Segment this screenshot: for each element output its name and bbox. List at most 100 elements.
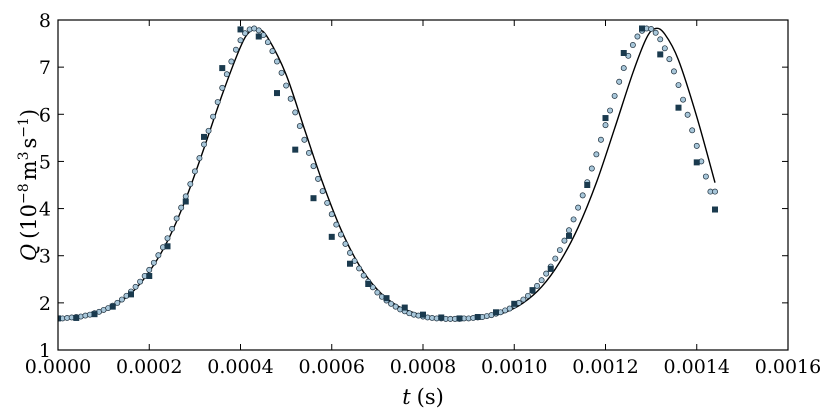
circle-point: [538, 277, 545, 284]
circle-point: [543, 270, 550, 277]
y-tick-label: 8: [39, 10, 51, 32]
circle-point: [593, 151, 600, 158]
square-point: [566, 232, 572, 239]
circle-point: [228, 58, 235, 65]
square-point: [712, 206, 718, 213]
circle-point: [629, 42, 636, 48]
circle-point: [324, 199, 331, 206]
circle-point: [210, 113, 217, 120]
circle-point: [702, 173, 709, 180]
circle-point: [588, 165, 595, 172]
circle-point: [150, 259, 157, 266]
series-line: [58, 27, 716, 320]
circle-point: [169, 225, 176, 232]
circle-point: [356, 265, 363, 272]
y-axis-label: Q(10−8m3s−1): [16, 109, 41, 261]
y-tick-label: 5: [39, 151, 51, 173]
square-point: [274, 90, 280, 97]
circle-point: [597, 136, 604, 143]
circle-point: [534, 282, 541, 289]
y-tick-label: 2: [39, 293, 51, 315]
x-tick-label: 0.0008: [390, 356, 456, 378]
square-point: [420, 311, 426, 318]
circle-point: [347, 249, 353, 256]
circle-point: [292, 109, 299, 116]
circle-point: [319, 188, 326, 195]
square-point: [91, 311, 98, 318]
circle-point: [237, 37, 244, 44]
square-point: [657, 51, 664, 58]
circle-point: [191, 168, 198, 175]
circle-point: [114, 299, 121, 306]
y-tick-label: 3: [39, 246, 51, 268]
circle-point: [337, 231, 344, 238]
circle-point: [214, 99, 221, 105]
circle-point: [146, 266, 153, 273]
circle-point: [333, 221, 340, 228]
circle-point: [283, 82, 290, 89]
y-tick-label: 4: [39, 199, 51, 221]
circle-point: [670, 68, 677, 75]
square-point: [128, 291, 134, 298]
square-point: [401, 304, 408, 311]
circle-point: [556, 247, 563, 254]
circle-point: [232, 46, 239, 53]
square-point: [219, 65, 226, 72]
circle-point: [634, 33, 641, 40]
circle-point: [524, 292, 531, 299]
square-point: [675, 104, 682, 111]
circle-point: [255, 27, 262, 34]
circle-point: [666, 56, 673, 63]
circle-point: [173, 215, 180, 222]
circle-point: [388, 300, 395, 307]
circle-point: [164, 235, 171, 242]
circle-point: [693, 142, 700, 149]
circle-point: [269, 48, 276, 55]
circle-point: [552, 255, 559, 262]
square-point: [310, 195, 317, 202]
x-tick-label: 0.0010: [481, 356, 547, 378]
circle-point: [242, 30, 249, 37]
circle-point: [579, 192, 586, 199]
x-tick-label: 0.0000: [25, 356, 91, 378]
circle-point: [219, 84, 226, 91]
circle-point: [342, 240, 349, 247]
square-point: [383, 295, 390, 302]
circle-point: [657, 36, 664, 43]
square-point: [347, 260, 353, 267]
circle-point: [187, 181, 194, 188]
circle-point: [712, 188, 718, 195]
circle-point: [310, 163, 317, 170]
circle-point: [278, 69, 285, 76]
square-point: [639, 25, 645, 32]
circle-point: [301, 136, 308, 143]
square-point: [146, 272, 153, 279]
square-point: [474, 314, 481, 320]
circle-point: [201, 141, 207, 148]
circle-point: [328, 211, 335, 218]
square-point: [529, 287, 536, 294]
circle-point: [137, 278, 144, 285]
circle-point: [274, 58, 280, 65]
x-tick-label: 0.0004: [207, 356, 273, 378]
circle-point: [360, 272, 367, 279]
square-point: [511, 300, 518, 307]
circle-point: [675, 82, 682, 89]
circle-point: [182, 193, 189, 200]
square-point: [73, 314, 80, 321]
circle-point: [680, 96, 687, 103]
square-point: [58, 315, 61, 322]
circle-point: [506, 305, 513, 312]
x-tick-label: 0.0006: [299, 356, 365, 378]
circle-point: [648, 26, 655, 32]
circle-point: [287, 95, 294, 102]
circle-point: [689, 127, 696, 134]
circle-point: [607, 107, 614, 114]
circle-point: [223, 71, 230, 78]
circle-point: [178, 204, 185, 211]
square-point: [438, 314, 445, 321]
square-point: [109, 303, 116, 310]
square-point: [164, 243, 171, 250]
square-point: [292, 146, 299, 153]
square-point: [547, 265, 554, 272]
